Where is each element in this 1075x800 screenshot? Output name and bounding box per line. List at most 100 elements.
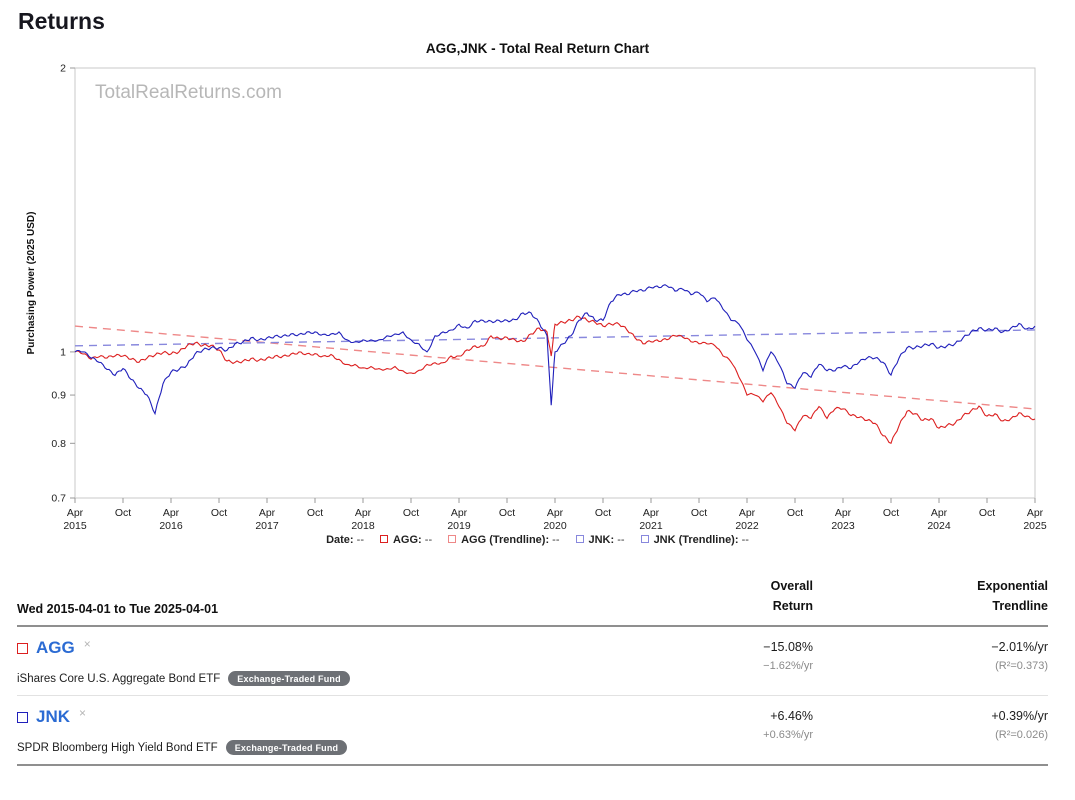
watermark: TotalRealReturns.com [95,82,282,103]
x-tick-year-label: 2017 [255,520,279,532]
table-row-jnk: JNK × SPDR Bloomberg High Yield Bond ETF… [17,696,1048,766]
jnk-series-swatch-icon [17,711,28,723]
x-tick-label: Apr [451,507,468,519]
column-header-exponential-trendline: Exponential Trendline [977,579,1048,613]
chart-title: AGG,JNK - Total Real Return Chart [425,41,650,56]
agg-series-swatch-icon [17,642,28,654]
x-tick-label: Apr [835,507,852,519]
agg-overall-return: −15.08% [763,640,813,654]
agg-overall-return-per-year: −1.62%/yr [763,660,813,672]
returns-table: Wed 2015-04-01 to Tue 2025-04-01 Overall… [17,576,1048,766]
jnk-trendline-return: +0.39%/yr [991,709,1048,723]
x-tick-label: Oct [595,507,611,519]
jnk-fund-type-badge: Exchange-Traded Fund [225,740,348,755]
x-tick-label: Oct [307,507,323,519]
legend-item-jnktrendline: JNK (Trendline): -- [640,534,749,546]
legend-item-aggtrendline: AGG (Trendline): -- [448,534,560,546]
x-tick-label: Oct [979,507,995,519]
x-tick-label: Oct [883,507,899,519]
chart-legend: Date: -- AGG: -- AGG (Trendline): -- JNK: -… [0,534,1075,546]
y-tick-label: 2 [60,63,66,75]
x-tick-label: Apr [259,507,276,519]
jnk-trendline-r2: (R²=0.026) [995,729,1048,741]
table-header: Wed 2015-04-01 to Tue 2025-04-01 Overall… [17,576,1048,627]
date-range-label: Wed 2015-04-01 to Tue 2025-04-01 [17,602,219,616]
x-tick-year-label: 2019 [447,520,471,532]
legend-label: JNK (Trendline): [653,534,739,546]
x-tick-year-label: 2021 [639,520,663,532]
x-tick-year-label: 2023 [831,520,855,532]
agg-overall-return-cell: −15.08% −1.62%/yr [643,638,813,686]
legend-value: -- [549,534,560,546]
y-tick-label: 0.7 [51,493,66,505]
x-tick-year-label: 2022 [735,520,759,532]
jnk-overall-return-cell: +6.46% +0.63%/yr [643,707,813,755]
x-tick-label: Apr [355,507,372,519]
legend-label: AGG: [392,534,422,546]
legend-label: JNK: [588,534,615,546]
legend-value: -- [421,534,433,546]
x-tick-label: Apr [67,507,84,519]
legend-value: -- [353,534,364,546]
x-tick-year-label: 2024 [927,520,951,532]
x-tick-label: Apr [163,507,180,519]
y-axis-label: Purchasing Power (2025 USD) [26,212,37,355]
jnk-overall-return-per-year: +0.63%/yr [763,729,813,741]
legend-value: -- [614,534,625,546]
legend-item-agg: AGG: -- [379,534,433,546]
legend-swatch-icon [379,535,388,543]
agg-trendline-return: −2.01%/yr [991,640,1048,654]
x-tick-label: Oct [403,507,419,519]
legend-swatch-icon [448,535,457,543]
jnk-remove-icon[interactable]: × [79,706,87,720]
column-header-overall-return: Overall Return [770,579,813,613]
agg-fund-type-badge: Exchange-Traded Fund [228,671,350,686]
table-row-agg: AGG × iShares Core U.S. Aggregate Bond E… [17,627,1048,696]
y-tick-label: 1 [60,346,66,358]
x-tick-label: Oct [691,507,707,519]
x-tick-label: Oct [499,507,515,519]
jnk-name-line: SPDR Bloomberg High Yield Bond ETF Excha… [17,740,643,755]
x-tick-year-label: 2025 [1023,520,1047,532]
x-tick-label: Oct [787,507,803,519]
legend-item-date: Date: -- [326,534,364,546]
jnk-info-cell: JNK × SPDR Bloomberg High Yield Bond ETF… [17,706,643,755]
total-real-return-chart[interactable]: TotalRealReturns.com Purchasing Power (20… [0,56,1075,534]
x-tick-year-label: 2016 [159,520,183,532]
x-tick-year-label: 2018 [351,520,375,532]
agg-info-cell: AGG × iShares Core U.S. Aggregate Bond E… [17,637,643,686]
jnk-ticker-line: JNK × [17,706,643,727]
x-tick-label: Apr [547,507,564,519]
x-tick-label: Apr [643,507,660,519]
legend-label: AGG (Trendline): [461,534,550,546]
x-tick-year-label: 2015 [63,520,87,532]
agg-remove-icon[interactable]: × [83,637,91,651]
x-tick-label: Apr [739,507,756,519]
chart-section: AGG,JNK - Total Real Return Chart TotalR… [0,41,1075,546]
page-title: Returns [18,8,105,34]
agg-trendline-r2: (R²=0.373) [995,660,1048,672]
jnk-line [74,284,1036,416]
y-tick-label: 0.9 [51,390,66,402]
jnk-ticker-link[interactable]: JNK [36,707,71,726]
x-tick-label: Oct [211,507,227,519]
jnk-overall-return: +6.46% [770,709,813,723]
agg-trendline-cell: −2.01%/yr (R²=0.373) [813,638,1048,686]
legend-item-jnk: JNK: -- [575,534,625,546]
jnk-trendline-cell: +0.39%/yr (R²=0.026) [813,707,1048,755]
x-tick-label: Oct [115,507,131,519]
y-tick-label: 0.8 [51,438,66,450]
x-tick-year-label: 2020 [543,520,567,532]
x-tick-label: Apr [931,507,948,519]
agg-line [74,315,1036,445]
agg-name-line: iShares Core U.S. Aggregate Bond ETF Exc… [17,671,643,686]
x-tick-label: Apr [1027,507,1044,519]
agg-ticker-line: AGG × [17,637,643,658]
agg-trendline-line [74,325,1036,410]
legend-swatch-icon [575,535,584,543]
legend-label: Date: [326,534,354,546]
agg-ticker-link[interactable]: AGG [36,638,75,657]
plot-area [74,67,1036,499]
legend-value: -- [738,534,749,546]
agg-fund-name: iShares Core U.S. Aggregate Bond ETF [17,672,221,685]
